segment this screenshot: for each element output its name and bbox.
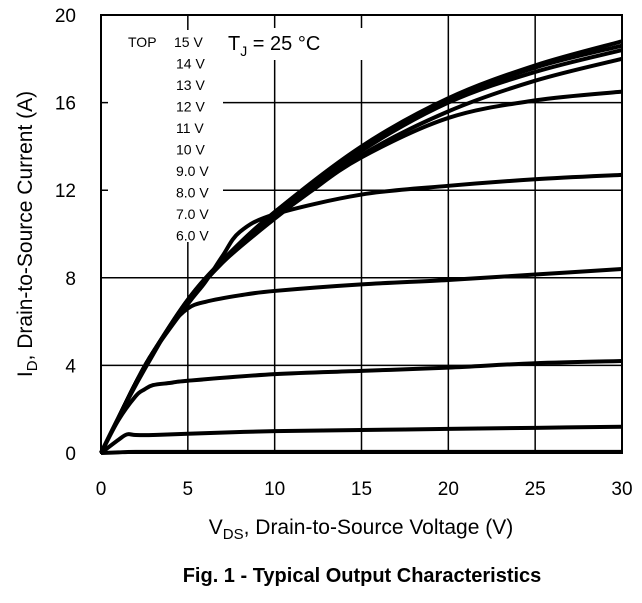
y-tick-label: 4 [65, 356, 76, 377]
legend-entry: 9.0 V [176, 163, 209, 179]
series-line-9-0-v [99, 267, 623, 454]
legend-entry: 8.0 V [176, 185, 209, 201]
y-tick-label: 20 [55, 6, 76, 27]
series-line-8-0-v [99, 359, 623, 454]
legend-entry: 15 V [174, 34, 203, 50]
y-tick-label: 16 [55, 94, 76, 115]
legend-entry: 10 V [176, 142, 205, 158]
legend-entry: 14 V [176, 56, 205, 72]
x-tick-label: 25 [525, 479, 546, 500]
series-group [99, 39, 623, 455]
x-tick-label: 30 [611, 479, 632, 500]
legend: 15 V 14 V 13 V 12 V 11 V 10 V 9.0 V 8.0 V 7.0 V 6… [174, 34, 209, 244]
chart-title: Fig. 1 - Typical Output Characteristics [183, 565, 542, 587]
x-tick-label: 0 [96, 479, 107, 500]
series-line-6-0-v [100, 449, 622, 455]
series-line-7-0-v [99, 424, 623, 455]
y-tick-label: 12 [55, 181, 76, 202]
legend-entry: 13 V [176, 77, 205, 93]
legend-background [108, 28, 372, 242]
y-tick-label: 8 [65, 269, 76, 290]
y-tick-labels: 0 4 8 12 16 20 [55, 6, 77, 465]
legend-prefix: TOP [128, 34, 157, 50]
x-tick-label: 10 [264, 479, 285, 500]
legend-entry: 6.0 V [176, 228, 209, 244]
x-tick-labels: 0 5 10 15 20 25 30 [96, 479, 633, 500]
x-tick-label: 20 [438, 479, 459, 500]
x-tick-label: 15 [351, 479, 372, 500]
temperature-annotation: TJ = 25 °C [228, 33, 320, 59]
x-tick-label: 5 [183, 479, 194, 500]
y-axis-label: ID, Drain-to-Source Current (A) [14, 91, 41, 377]
x-axis-label: VDS, Drain-to-Source Voltage (V) [209, 516, 513, 543]
legend-entry: 7.0 V [176, 206, 209, 222]
y-tick-label: 0 [65, 444, 76, 465]
legend-entry: 12 V [176, 99, 205, 115]
legend-entry: 11 V [176, 120, 204, 136]
